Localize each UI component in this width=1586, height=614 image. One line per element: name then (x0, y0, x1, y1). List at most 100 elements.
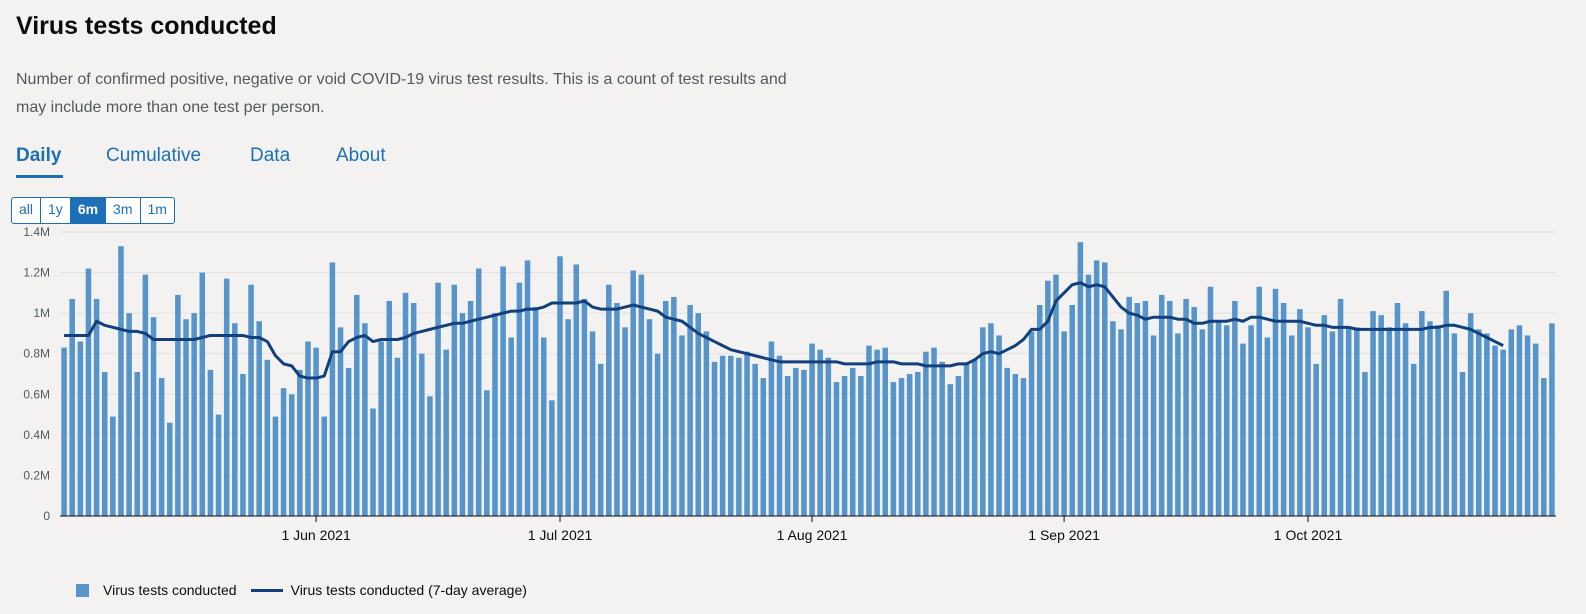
data-bar (1012, 374, 1019, 516)
data-bar (1183, 298, 1189, 516)
data-bar (654, 353, 661, 516)
data-bar (1126, 296, 1132, 516)
data-bar (695, 313, 701, 516)
data-bar (1053, 274, 1059, 516)
data-bar (337, 327, 344, 516)
data-bar (191, 313, 197, 516)
data-bar (1175, 333, 1181, 516)
data-bar (256, 321, 262, 516)
data-bar (272, 416, 279, 516)
legend-bar-label: Virus tests conducted (103, 582, 237, 598)
y-tick-label: 0.2M (23, 468, 50, 482)
data-bar (980, 327, 986, 516)
data-bar (1402, 323, 1409, 516)
data-bar (1476, 329, 1482, 516)
data-bar (671, 296, 677, 516)
data-bar (183, 319, 189, 516)
y-tick-label: 1.4M (23, 225, 50, 239)
timespan-all-button[interactable]: all (12, 198, 42, 223)
data-bar (1516, 325, 1523, 516)
data-bar (1020, 378, 1027, 516)
tab-cumulative[interactable]: Cumulative (106, 145, 202, 166)
data-bar (541, 337, 547, 516)
data-bar (736, 357, 742, 516)
data-bar (1378, 315, 1384, 516)
tab-about[interactable]: About (336, 145, 386, 166)
data-bar (329, 262, 336, 516)
timespan-1m-button[interactable]: 1m (147, 201, 167, 217)
chart-legend: Virus tests conducted Virus tests conduc… (76, 580, 527, 600)
data-bar (167, 422, 173, 516)
data-bar (1532, 343, 1539, 516)
data-bar (971, 359, 978, 516)
data-bar (1394, 303, 1401, 516)
tab-daily[interactable]: Daily (16, 145, 62, 166)
data-bar (321, 416, 327, 516)
data-bar (386, 300, 393, 516)
data-bar (1313, 363, 1319, 516)
data-bar (801, 369, 807, 516)
data-bar (931, 347, 937, 516)
data-bar (923, 351, 929, 516)
data-bar (1435, 325, 1441, 516)
data-bar (906, 374, 913, 516)
y-tick-label: 0.6M (23, 387, 50, 401)
data-bar (752, 363, 758, 516)
data-bar (703, 331, 710, 516)
data-bar (1484, 333, 1490, 516)
data-bar (817, 349, 823, 516)
data-bar (297, 369, 303, 516)
timespan-3m-button[interactable]: 3m (106, 198, 141, 223)
data-bar (459, 313, 466, 516)
data-bar (1142, 300, 1149, 516)
data-bar (662, 300, 669, 516)
data-bar (1321, 315, 1328, 516)
average-line (64, 281, 1504, 380)
timespan-6m-button[interactable]: 6m (70, 198, 107, 223)
data-bar (1427, 321, 1433, 516)
data-bar (500, 266, 506, 516)
data-bar (793, 367, 799, 516)
data-bar (1443, 290, 1449, 516)
data-bar (1036, 305, 1043, 516)
data-bar (410, 303, 417, 516)
data-bar (1134, 303, 1141, 516)
data-bar (866, 345, 872, 516)
data-bar (215, 414, 222, 516)
data-bar (1419, 311, 1425, 516)
data-bar (1191, 307, 1197, 516)
data-bar (841, 376, 848, 516)
data-bar (85, 268, 92, 516)
data-bar (1264, 337, 1271, 516)
timespan-1y-button[interactable]: 1y (41, 198, 71, 223)
data-bar (915, 371, 921, 516)
data-bar (248, 284, 254, 516)
data-bar (1451, 333, 1458, 516)
data-bar (280, 388, 287, 516)
data-bar (744, 351, 750, 516)
legend-line-label: Virus tests conducted (7-day average) (290, 582, 527, 598)
data-bar (939, 361, 945, 516)
data-bar (1354, 327, 1360, 516)
data-bar (687, 305, 693, 516)
data-bar (524, 260, 531, 516)
data-bar (427, 396, 433, 516)
data-bar (1207, 286, 1214, 516)
data-bar (784, 376, 791, 516)
timespan-selector: all 1y 6m 3m 1m (11, 197, 175, 224)
data-bar (1061, 331, 1067, 516)
x-tick-label: 1 Jun 2021 (281, 527, 350, 543)
data-bar (1508, 329, 1515, 516)
data-bar (516, 282, 523, 516)
data-bar (581, 298, 588, 516)
data-bar (1289, 335, 1295, 516)
data-bar (1102, 262, 1108, 516)
data-bar (874, 349, 880, 516)
data-bar (93, 298, 100, 516)
x-tick-label: 1 Jul 2021 (528, 527, 593, 543)
data-bar (240, 374, 246, 516)
data-bar (614, 303, 620, 516)
tab-data[interactable]: Data (250, 145, 291, 166)
data-bar (1150, 335, 1157, 516)
data-bar (1158, 294, 1165, 516)
